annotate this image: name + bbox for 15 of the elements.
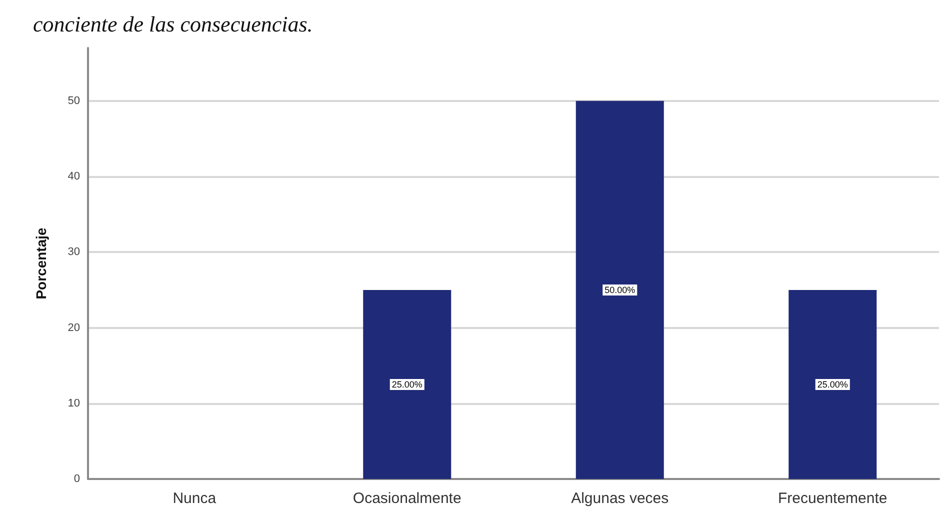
y-tick-label: 40 bbox=[68, 170, 80, 183]
x-tick-label: Algunas veces bbox=[571, 490, 669, 507]
y-tick-label: 0 bbox=[74, 473, 80, 485]
y-tick-label: 50 bbox=[68, 94, 80, 107]
x-tick-label: Ocasionalmente bbox=[352, 490, 462, 507]
y-tick-label: 30 bbox=[68, 246, 80, 258]
x-tick-label: Frecuentemente bbox=[778, 490, 888, 507]
data-label: 25.00% bbox=[392, 379, 422, 390]
y-tick-label: 20 bbox=[68, 322, 80, 334]
x-tick-label: Nunca bbox=[172, 490, 217, 507]
chart-title: conciente de las consecuencias. bbox=[33, 12, 313, 36]
data-label: 25.00% bbox=[817, 379, 848, 390]
y-axis-title: Porcentaje bbox=[33, 227, 49, 300]
data-label: 50.00% bbox=[604, 284, 636, 295]
y-tick-label: 10 bbox=[68, 397, 80, 410]
